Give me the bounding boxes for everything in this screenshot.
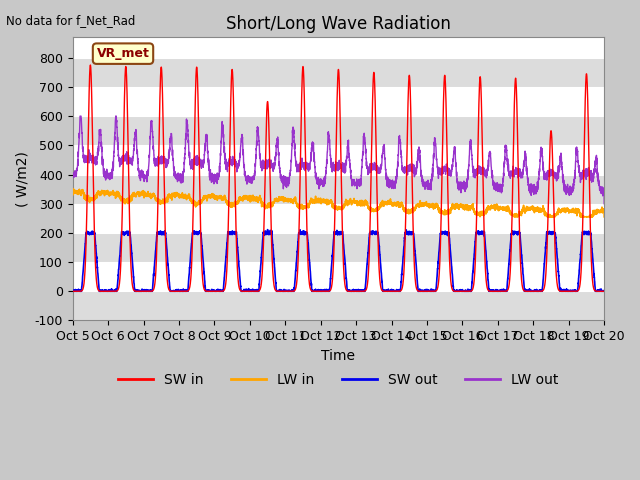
Bar [73, 58, 604, 87]
Bar [73, 233, 604, 262]
Bar [73, 116, 604, 145]
Bar [73, 175, 604, 204]
Bar [73, 291, 604, 321]
X-axis label: Time: Time [321, 349, 355, 363]
Legend: SW in, LW in, SW out, LW out: SW in, LW in, SW out, LW out [113, 368, 564, 393]
Text: VR_met: VR_met [97, 47, 150, 60]
Title: Short/Long Wave Radiation: Short/Long Wave Radiation [226, 15, 451, 33]
Text: No data for f_Net_Rad: No data for f_Net_Rad [6, 14, 136, 27]
Y-axis label: ( W/m2): ( W/m2) [15, 151, 29, 207]
